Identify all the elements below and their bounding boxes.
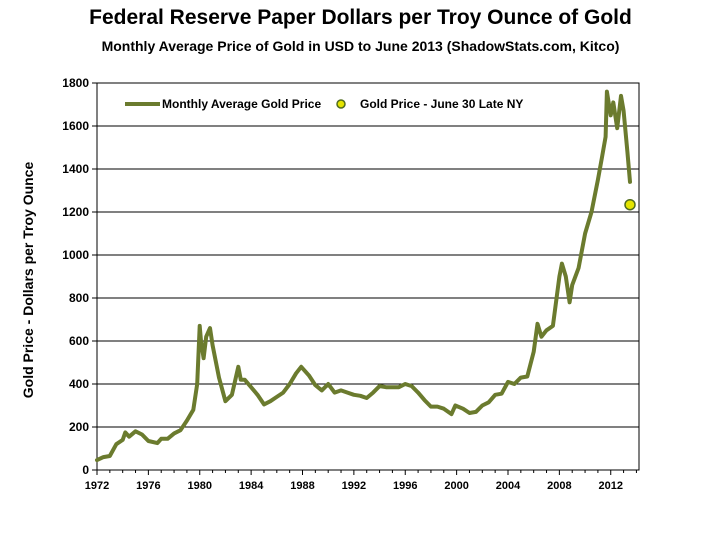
x-tick-label: 2004 (496, 480, 521, 492)
y-tick-label: 1800 (62, 76, 89, 90)
series-layer (95, 89, 636, 463)
x-tick-label: 1980 (188, 480, 212, 492)
chart-title: Federal Reserve Paper Dollars per Troy O… (89, 6, 632, 29)
x-tick-label: 2008 (547, 480, 571, 492)
y-axis-label: Gold Price - Dollars per Troy Ounce (20, 162, 36, 399)
y-axis-ticks: 0 200 400 600 800 1000 1200 1400 1600 1800 (62, 76, 97, 477)
x-tick-label: 1976 (136, 480, 160, 492)
y-tick-label: 0 (82, 463, 89, 477)
series-line-monthly-average (95, 89, 632, 463)
x-axis-ticks: 1972 1976 1980 1984 1988 1992 1996 2000 2004 2008… (85, 470, 637, 492)
y-tick-label: 1000 (62, 248, 89, 262)
chart-subtitle: Monthly Average Price of Gold in USD to … (101, 38, 620, 54)
x-tick-label: 2000 (444, 480, 468, 492)
legend: Monthly Average Gold Price Gold Price - … (125, 97, 523, 111)
plot-frame (96, 82, 640, 471)
y-tick-label: 600 (69, 334, 89, 348)
legend-label-june30: Gold Price - June 30 Late NY (360, 97, 523, 111)
x-tick-label: 1992 (342, 480, 366, 492)
y-tick-label: 400 (69, 377, 89, 391)
legend-swatch-marker (336, 99, 346, 109)
data-point-june-30 (624, 198, 636, 211)
x-tick-label: 1984 (239, 480, 264, 492)
y-tick-label: 1600 (62, 119, 89, 133)
y-tick-label: 1400 (62, 162, 89, 176)
x-tick-label: 1972 (85, 480, 109, 492)
y-tick-label: 800 (69, 291, 89, 305)
x-tick-label: 2012 (599, 480, 623, 492)
y-tick-label: 200 (69, 420, 89, 434)
x-tick-label: 1988 (290, 480, 314, 492)
legend-label-monthly: Monthly Average Gold Price (162, 97, 321, 111)
x-tick-label: 1996 (393, 480, 417, 492)
y-tick-label: 1200 (62, 205, 89, 219)
